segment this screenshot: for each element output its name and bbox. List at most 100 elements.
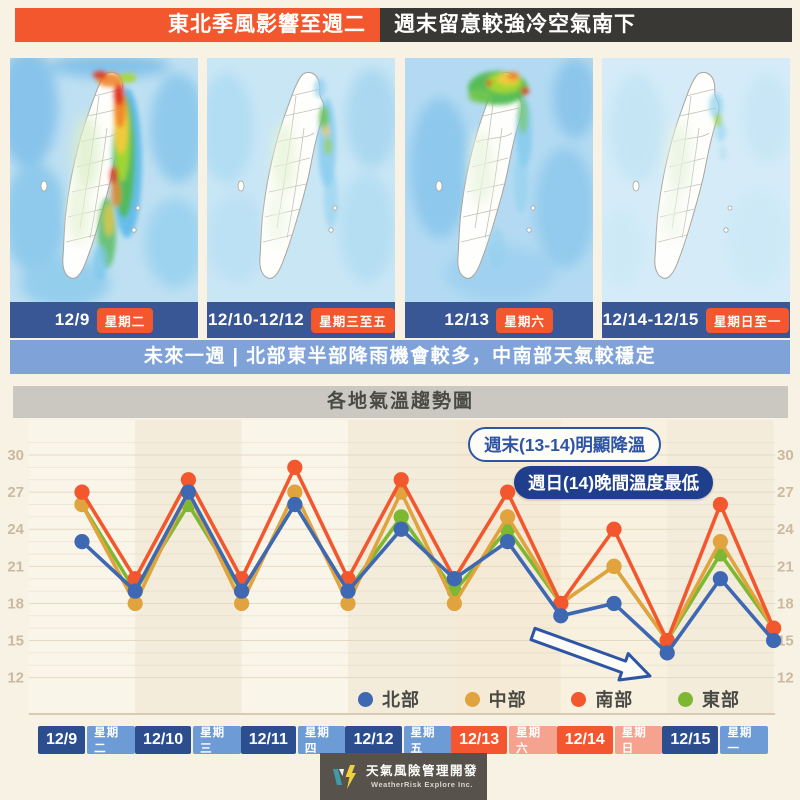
precipitation-map-12-9: [10, 58, 198, 302]
map-date: 12/10-12/12: [207, 310, 305, 329]
y-tick-left: 21: [7, 558, 24, 575]
data-point-北部: [500, 533, 516, 550]
y-tick-right: 18: [777, 595, 794, 612]
legend-label: 中部: [488, 690, 527, 710]
day-chip-12/10: 12/10 星期三: [135, 726, 241, 755]
footer-brand-name: 天氣風險管理開發: [365, 764, 478, 778]
map-weekday-badge: 星期六: [496, 307, 553, 333]
chip-date: 12/13: [451, 726, 508, 754]
downtrend-arrow-icon: [529, 626, 652, 682]
legend-dot: [571, 691, 587, 707]
chip-date: 12/12: [345, 726, 402, 754]
data-point-中部: [340, 595, 356, 612]
data-point-北部: [234, 583, 250, 599]
data-point-北部: [393, 521, 409, 537]
data-point-南部: [393, 472, 409, 488]
data-point-南部: [606, 521, 622, 537]
header-left-title: 東北季風影響至週二: [15, 8, 380, 42]
footer-brand-name-en: WeatherRisk Explore Inc.: [371, 779, 473, 789]
day-chip-12/9: 12/9 星期二: [38, 726, 136, 755]
map-weekday-badge: 星期二: [96, 307, 154, 333]
chip-date: 12/9: [38, 726, 86, 754]
chart-legend: 北部 中部 南部 東部: [358, 686, 740, 712]
y-tick-left: 27: [7, 484, 24, 501]
temperature-trend-chart: 12 12 15 15 18 18 21 21 24 24 27 27 30 30 週末(13-14)明顯…: [0, 420, 800, 716]
data-point-北部: [446, 571, 462, 587]
chart-title: 各地氣溫趨勢圖: [13, 386, 788, 418]
data-point-北部: [74, 533, 90, 550]
series-line-北部: [80, 490, 775, 655]
header: 東北季風影響至週二 週末留意較強冷空氣南下: [15, 8, 792, 42]
day-chip-12/12: 12/12 星期五: [345, 726, 452, 755]
y-tick-right: 24: [777, 521, 794, 538]
data-point-南部: [500, 484, 516, 500]
legend-dot: [464, 691, 480, 707]
data-point-中部: [712, 533, 729, 550]
data-point-東部: [393, 509, 409, 525]
data-point-北部: [287, 496, 303, 513]
header-right-title: 週末留意較強冷空氣南下: [380, 8, 792, 42]
data-point-中部: [446, 595, 462, 612]
day-chip-row: 12/9 星期二 12/10 星期三 12/11 星期四 12/12 星期五 12/13 星期六 1…: [38, 726, 769, 755]
data-point-北部: [553, 608, 569, 624]
chip-date: 12/11: [240, 726, 296, 754]
legend-label: 北部: [382, 690, 420, 710]
data-point-中部: [234, 595, 250, 612]
annotation-sunday-lowest: 週日(14)晚間溫度最低: [514, 466, 714, 499]
y-tick-left: 30: [7, 447, 24, 464]
precipitation-map-12-14-15: [601, 58, 790, 302]
chip-weekday: 星期二: [87, 726, 136, 755]
data-point-北部: [127, 583, 143, 599]
week-summary-bar: 未來一週 | 北部東半部降雨機會較多，中南部天氣較穩定: [10, 340, 790, 374]
data-point-南部: [74, 484, 90, 500]
map-date: 12/9: [54, 310, 90, 329]
y-tick-right: 12: [777, 670, 794, 687]
legend-item-東部: 東部: [677, 686, 740, 712]
map-panel-4: 12/14-12/15 星期日至一: [601, 58, 790, 338]
chip-date: 12/15: [662, 726, 719, 754]
data-point-北部: [180, 484, 196, 500]
y-tick-left: 15: [7, 633, 24, 650]
map-date-bar-3: 12/13 星期六: [404, 302, 593, 338]
y-tick-right: 21: [777, 558, 794, 575]
chip-weekday: 星期一: [720, 726, 769, 755]
map-weekday-badge: 星期三至五: [311, 307, 395, 333]
legend-item-南部: 南部: [571, 686, 633, 712]
data-point-北部: [659, 645, 675, 661]
series-line-南部: [80, 465, 776, 643]
forecast-map-row: 12/9 星期二: [10, 58, 790, 338]
chip-weekday: 星期五: [403, 726, 452, 755]
data-point-北部: [606, 595, 622, 612]
data-point-北部: [340, 583, 356, 599]
annotation-weekend-cooldown: 週末(13-14)明顯降溫: [468, 427, 662, 462]
map-date: 12/14-12/15: [602, 310, 699, 329]
map-date-bar-4: 12/14-12/15 星期日至一: [601, 302, 790, 338]
map-date-bar-1: 12/9 星期二: [10, 302, 198, 338]
legend-item-北部: 北部: [358, 686, 420, 712]
legend-label: 東部: [701, 690, 740, 710]
data-point-中部: [287, 484, 303, 500]
data-point-北部: [766, 632, 782, 649]
chip-weekday: 星期六: [509, 726, 557, 755]
data-point-南部: [180, 472, 196, 488]
day-chip-12/15: 12/15 星期一: [662, 726, 769, 755]
legend-dot: [677, 691, 693, 707]
weatherrisk-logo-icon: [332, 764, 356, 789]
legend-item-中部: 中部: [464, 686, 527, 712]
y-tick-left: 18: [7, 595, 24, 612]
map-panel-3: 12/13 星期六: [404, 58, 593, 338]
precipitation-map-12-10-12: [207, 58, 396, 302]
legend-dot: [358, 691, 373, 707]
map-date: 12/13: [444, 310, 490, 329]
data-point-南部: [712, 496, 729, 513]
legend-label: 南部: [595, 690, 634, 710]
y-tick-left: 12: [7, 670, 24, 687]
day-chip-12/13: 12/13 星期六: [451, 726, 557, 755]
chip-date: 12/10: [135, 726, 192, 754]
data-point-中部: [127, 595, 143, 612]
day-chip-12/11: 12/11 星期四: [240, 726, 346, 755]
data-point-南部: [766, 620, 782, 636]
y-tick-right: 27: [777, 484, 794, 501]
footer-brand-bar: 天氣風險管理開發 WeatherRisk Explore Inc.: [320, 753, 487, 800]
